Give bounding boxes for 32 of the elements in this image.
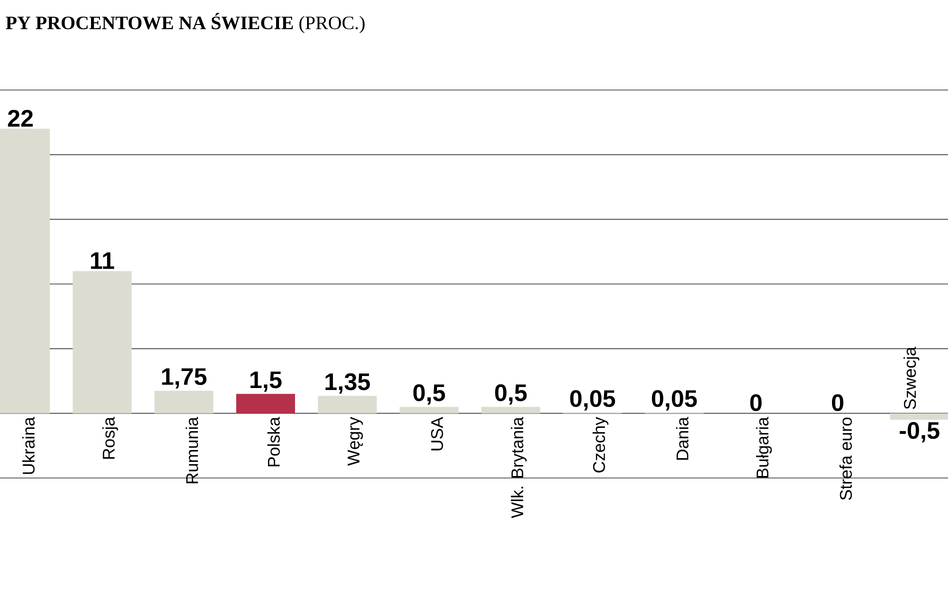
x-tick-label: Polska <box>267 416 280 466</box>
data-label: -0,5 <box>900 422 940 442</box>
bar <box>236 394 296 414</box>
chart-title: PY PROCENTOWE NA ŚWIECIE (PROC.) <box>6 12 365 34</box>
x-tick-label: Węgry <box>348 416 363 466</box>
data-label: 0 <box>832 394 844 412</box>
data-label: 0,05 <box>570 390 616 410</box>
data-label: 0,05 <box>652 390 697 410</box>
data-label: 22 <box>8 110 33 127</box>
x-tick-label: Ukraina <box>22 416 35 474</box>
data-label: 1,5 <box>250 372 282 392</box>
x-tick-label: Czechy <box>592 416 608 472</box>
bar <box>154 390 214 414</box>
data-label: 0,5 <box>495 384 527 405</box>
data-label: 1,75 <box>162 368 206 388</box>
bar <box>72 271 132 414</box>
x-tick-label: Wlk. Brytania <box>510 416 527 518</box>
data-label: 11 <box>91 252 114 269</box>
bar <box>481 406 540 414</box>
x-tick-label: Bułgaria <box>756 416 772 478</box>
data-label: 1,35 <box>326 373 370 394</box>
x-tick-label: Rosja <box>102 416 118 459</box>
x-tick-label: Rumunia <box>186 416 198 484</box>
x-tick-label: Dania <box>676 416 688 460</box>
x-tick-label: USA <box>431 416 444 450</box>
bar <box>400 406 458 414</box>
data-label: 0,5 <box>413 384 446 405</box>
x-tick-label: Strefa euro <box>839 418 852 500</box>
data-label: 0 <box>750 394 762 412</box>
bar <box>890 413 948 420</box>
x-tick-label: Szwecja <box>904 346 920 410</box>
bar <box>318 396 377 414</box>
